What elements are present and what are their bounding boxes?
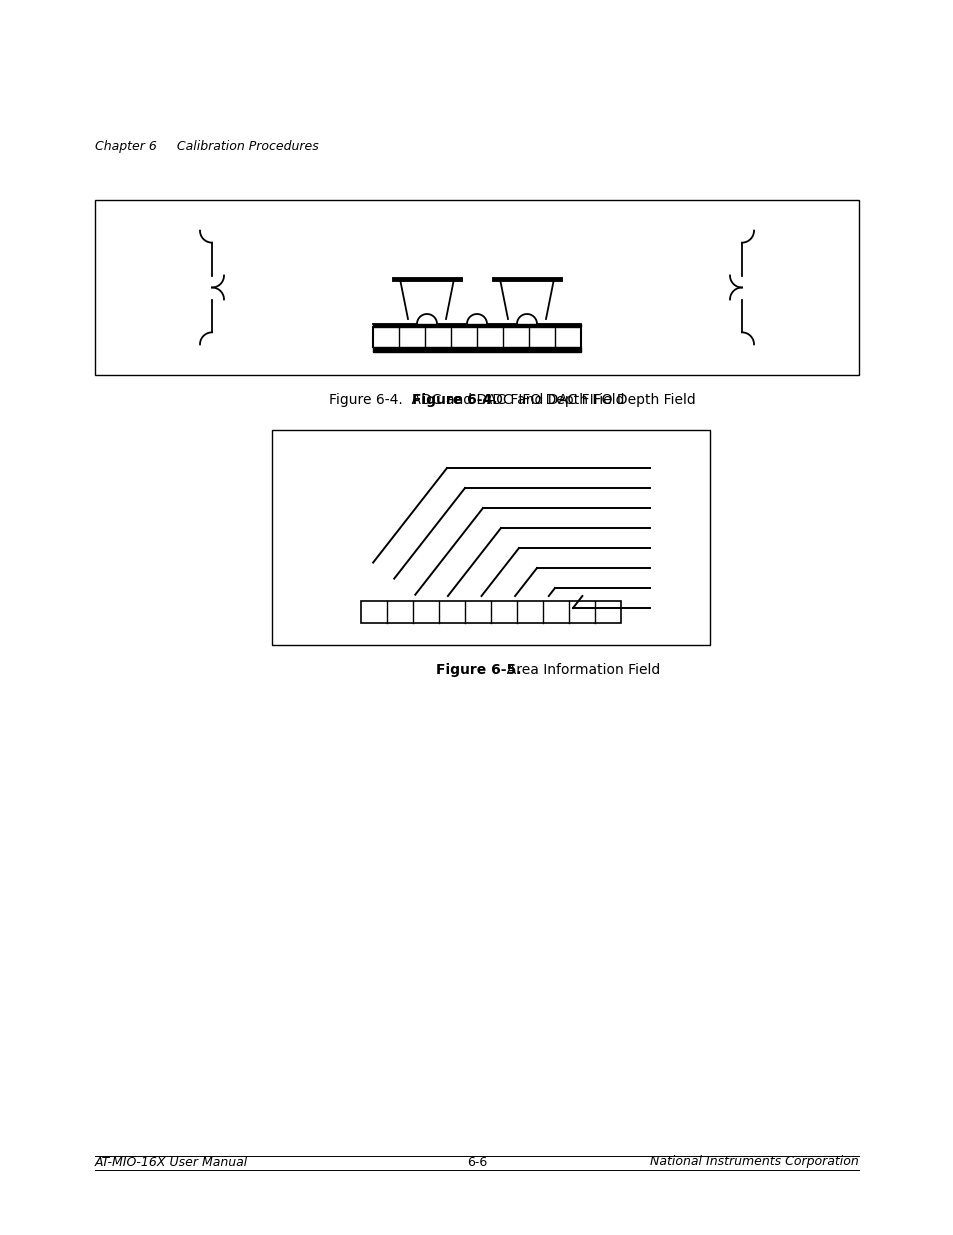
Bar — [360, 601, 620, 622]
Bar — [95, 200, 858, 375]
Text: AT-MIO-16X User Manual: AT-MIO-16X User Manual — [95, 1156, 248, 1168]
Text: ADC and DAC FIFO Depth Field: ADC and DAC FIFO Depth Field — [474, 393, 695, 408]
Bar — [373, 324, 580, 327]
Text: Chapter 6     Calibration Procedures: Chapter 6 Calibration Procedures — [95, 140, 318, 153]
Bar — [373, 347, 580, 352]
Text: National Instruments Corporation: National Instruments Corporation — [650, 1156, 858, 1168]
Bar — [272, 430, 709, 645]
Text: Area Information Field: Area Information Field — [497, 663, 659, 677]
Text: 6-6: 6-6 — [466, 1156, 487, 1168]
Text: Figure 6-4.: Figure 6-4. — [412, 393, 497, 408]
Text: Figure 6-5.: Figure 6-5. — [436, 663, 521, 677]
Text: Figure 6-4.  ADC and DAC FIFO Depth Field: Figure 6-4. ADC and DAC FIFO Depth Field — [329, 393, 624, 408]
